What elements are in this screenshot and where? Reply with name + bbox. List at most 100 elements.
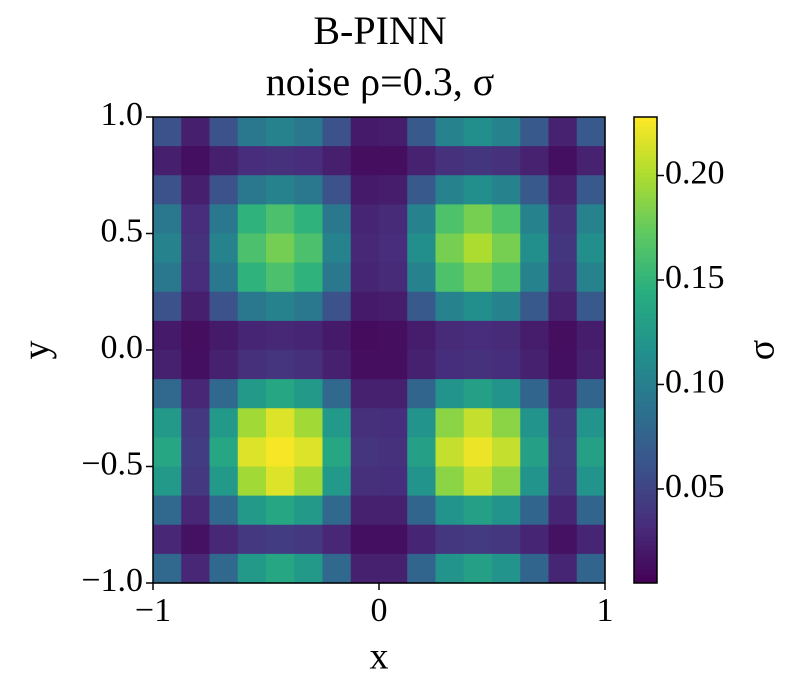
heatmap-cell	[520, 291, 550, 322]
heatmap-cell	[492, 320, 521, 351]
colorbar-segment	[634, 382, 657, 388]
heatmap-cell	[576, 291, 606, 322]
heatmap-cell	[520, 262, 550, 293]
colorbar-segment	[634, 401, 657, 407]
heatmap-cell	[209, 262, 239, 293]
colorbar-segment	[634, 489, 657, 495]
heatmap-cell	[407, 117, 437, 147]
heatmap-cell	[435, 233, 465, 264]
colorbar-segment	[634, 280, 657, 286]
colorbar-segment	[634, 242, 657, 248]
heatmap-cell	[209, 320, 239, 351]
heatmap-cell	[181, 553, 211, 584]
heatmap-cell	[379, 291, 408, 322]
colorbar-label: σ	[741, 340, 783, 360]
heatmap-cell	[153, 437, 182, 468]
heatmap-cell	[209, 146, 239, 176]
heatmap-cell	[407, 466, 437, 497]
heatmap-cell	[181, 408, 211, 438]
colorbar-segment	[634, 158, 657, 165]
heatmap-cell	[350, 117, 380, 147]
heatmap-cell	[266, 379, 295, 409]
heatmap-cell	[435, 350, 465, 380]
colorbar-segment	[634, 303, 657, 309]
heatmap-cell	[209, 291, 239, 322]
heatmap-cell	[548, 350, 578, 380]
heatmap-cell	[435, 320, 465, 351]
heatmap-cell	[237, 146, 267, 176]
colorbar-segment	[634, 149, 657, 155]
heatmap-cell	[181, 466, 211, 497]
colorbar-segment	[634, 196, 657, 202]
colorbar-segment	[634, 513, 657, 519]
heatmap-cell	[153, 320, 182, 351]
heatmap-cell	[322, 553, 352, 584]
heatmap-cell	[407, 320, 437, 351]
heatmap-cell	[379, 175, 408, 205]
heatmap-cell	[237, 466, 267, 497]
heatmap-cell	[492, 350, 521, 380]
colorbar-segment	[634, 363, 657, 370]
colorbar-segment	[634, 252, 657, 258]
heatmap-cell	[294, 320, 324, 351]
heatmap-cell	[209, 204, 239, 235]
heatmap-cell	[181, 262, 211, 293]
heatmap-cell	[266, 262, 295, 293]
heatmap-cell	[492, 437, 521, 468]
heatmap-cell	[322, 320, 352, 351]
heatmap-cell	[350, 291, 380, 322]
colorbar-segment	[634, 405, 657, 412]
colorbar-segment	[634, 210, 657, 216]
heatmap-cell	[181, 291, 211, 322]
colorbar-segment	[634, 354, 657, 360]
heatmap-cell	[379, 408, 408, 438]
x-axis-label: x	[370, 636, 389, 678]
colorbar-segment	[634, 559, 657, 565]
heatmap-cell	[407, 204, 437, 235]
heatmap-cell	[350, 495, 380, 526]
heatmap-cell	[576, 350, 606, 380]
heatmap-cell	[379, 262, 408, 293]
heatmap-cell	[350, 204, 380, 235]
colorbar-segment	[634, 163, 657, 169]
heatmap-cell	[237, 262, 267, 293]
heatmap-cell	[153, 291, 182, 322]
colorbar-segment	[634, 298, 657, 304]
heatmap-cell	[237, 379, 267, 409]
heatmap-cell	[463, 233, 493, 264]
heatmap-cell	[407, 350, 437, 380]
y-axis-label: y	[16, 341, 58, 360]
y-tick-label: 0.5	[101, 212, 144, 249]
heatmap-cell	[520, 146, 550, 176]
heatmap-cell	[407, 262, 437, 293]
heatmap-cell	[520, 175, 550, 205]
colorbar-segment	[634, 578, 657, 584]
colorbar-segment	[634, 471, 657, 477]
colorbar-tick-label: 0.15	[665, 259, 725, 296]
heatmap-cell	[322, 262, 352, 293]
heatmap-cell	[237, 175, 267, 205]
heatmap-cell	[153, 146, 182, 176]
colorbar-segment	[634, 275, 657, 281]
heatmap-cell	[266, 466, 295, 497]
colorbar-segment	[634, 522, 657, 528]
heatmap-cell	[492, 495, 521, 526]
colorbar-segment	[634, 438, 657, 444]
heatmap-cell	[463, 320, 493, 351]
heatmap-cell	[237, 408, 267, 438]
heatmap-cell	[548, 553, 578, 584]
heatmap-cell	[294, 408, 324, 438]
colorbar-segment	[634, 326, 657, 332]
colorbar-segment	[634, 480, 657, 486]
colorbar-segment	[634, 499, 657, 505]
heatmap-cell	[379, 233, 408, 264]
colorbar-segment	[634, 228, 657, 234]
heatmap-cell	[435, 553, 465, 584]
heatmap-cell	[576, 320, 606, 351]
colorbar-segment	[634, 317, 657, 323]
heatmap-cell	[350, 437, 380, 468]
heatmap-cell	[181, 524, 211, 555]
colorbar-segment	[634, 387, 657, 393]
colorbar-segment	[634, 294, 657, 300]
heatmap-cell	[209, 408, 239, 438]
